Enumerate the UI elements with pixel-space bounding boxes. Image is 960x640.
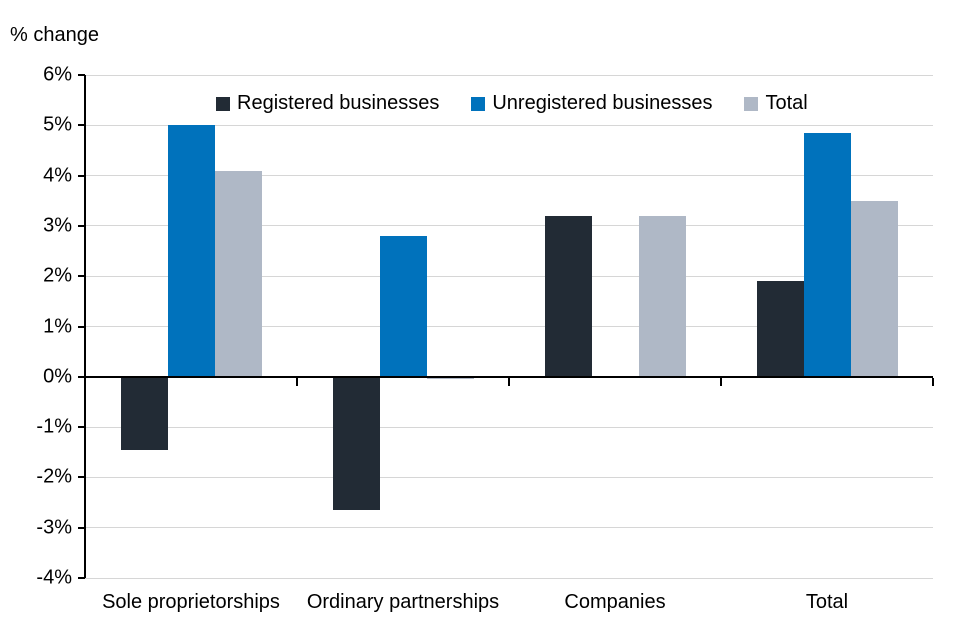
gridline <box>85 577 933 579</box>
y-axis-tick-label: 3% <box>43 214 72 237</box>
y-axis-tick <box>78 74 85 76</box>
legend-label-total: Total <box>765 92 808 114</box>
gridline <box>85 175 933 177</box>
y-axis-tick-label: 5% <box>43 113 72 136</box>
legend-label-unregistered-businesses: Unregistered businesses <box>492 92 713 114</box>
bar-unregistered-businesses-total <box>803 132 851 377</box>
x-axis-category-label: Sole proprietorships <box>102 591 280 613</box>
y-axis-tick-label: -3% <box>36 516 72 539</box>
bar-registered-businesses-ordinary-partnerships <box>332 376 380 511</box>
bar-total-total <box>850 200 898 377</box>
x-axis-tick <box>296 377 298 386</box>
bar-registered-businesses-sole-proprietorships <box>120 376 168 450</box>
gridline <box>85 74 933 76</box>
gridline <box>85 527 933 529</box>
y-axis-title: % change <box>10 24 99 46</box>
bar-unregistered-businesses-ordinary-partnerships <box>379 235 427 377</box>
bar-registered-businesses-total <box>756 281 804 377</box>
x-axis-tick <box>720 377 722 386</box>
y-axis-tick <box>78 224 85 227</box>
y-axis-tick <box>78 426 85 429</box>
gridline <box>85 275 933 277</box>
y-axis-tick <box>78 325 85 328</box>
y-axis-tick <box>78 476 85 479</box>
y-axis-tick <box>78 577 85 579</box>
gridline <box>85 225 933 227</box>
x-axis-category-label: Total <box>805 591 849 613</box>
x-axis-category-label: Companies <box>564 591 666 613</box>
gridline <box>85 124 933 126</box>
legend-swatch-registered-businesses <box>216 96 230 111</box>
legend: Registered businesses Unregistered busin… <box>216 92 808 115</box>
bar-registered-businesses-companies <box>544 215 592 377</box>
y-axis-tick-label: 4% <box>43 164 72 187</box>
legend-item-unregistered-businesses: Unregistered businesses <box>471 92 712 115</box>
legend-label-registered-businesses: Registered businesses <box>237 92 440 114</box>
legend-swatch-unregistered-businesses <box>471 96 486 111</box>
x-axis-category-label: Ordinary partnerships <box>306 591 500 613</box>
y-axis-tick <box>78 174 85 177</box>
y-axis-tick-label: 2% <box>43 264 72 287</box>
y-axis-tick-label: 6% <box>43 63 72 86</box>
bar-unregistered-businesses-sole-proprietorships <box>167 125 215 377</box>
y-axis-tick <box>78 375 85 378</box>
legend-item-total: Total <box>744 92 808 115</box>
legend-item-registered-businesses: Registered businesses <box>216 92 439 115</box>
y-axis-tick-label: -1% <box>36 415 72 438</box>
y-axis-tick-label: -4% <box>36 566 72 589</box>
x-axis-zero-line <box>85 375 933 378</box>
x-axis-tick <box>932 377 934 386</box>
y-axis-tick-label: -2% <box>36 465 72 488</box>
y-axis-tick-label: 0% <box>43 365 72 388</box>
y-axis-tick <box>78 526 85 529</box>
x-axis-tick <box>508 377 510 386</box>
bar-total-sole-proprietorships <box>214 170 262 377</box>
gridline <box>85 476 933 478</box>
legend-swatch-total <box>744 96 759 111</box>
y-axis-tick <box>78 124 85 127</box>
bar-total-companies <box>638 215 686 377</box>
bar-total-ordinary-partnerships <box>426 376 474 380</box>
gridline <box>85 426 933 428</box>
y-axis-line <box>84 75 86 578</box>
y-axis-tick-label: 1% <box>43 315 72 337</box>
y-axis-tick <box>78 275 85 278</box>
gridline <box>85 326 933 327</box>
